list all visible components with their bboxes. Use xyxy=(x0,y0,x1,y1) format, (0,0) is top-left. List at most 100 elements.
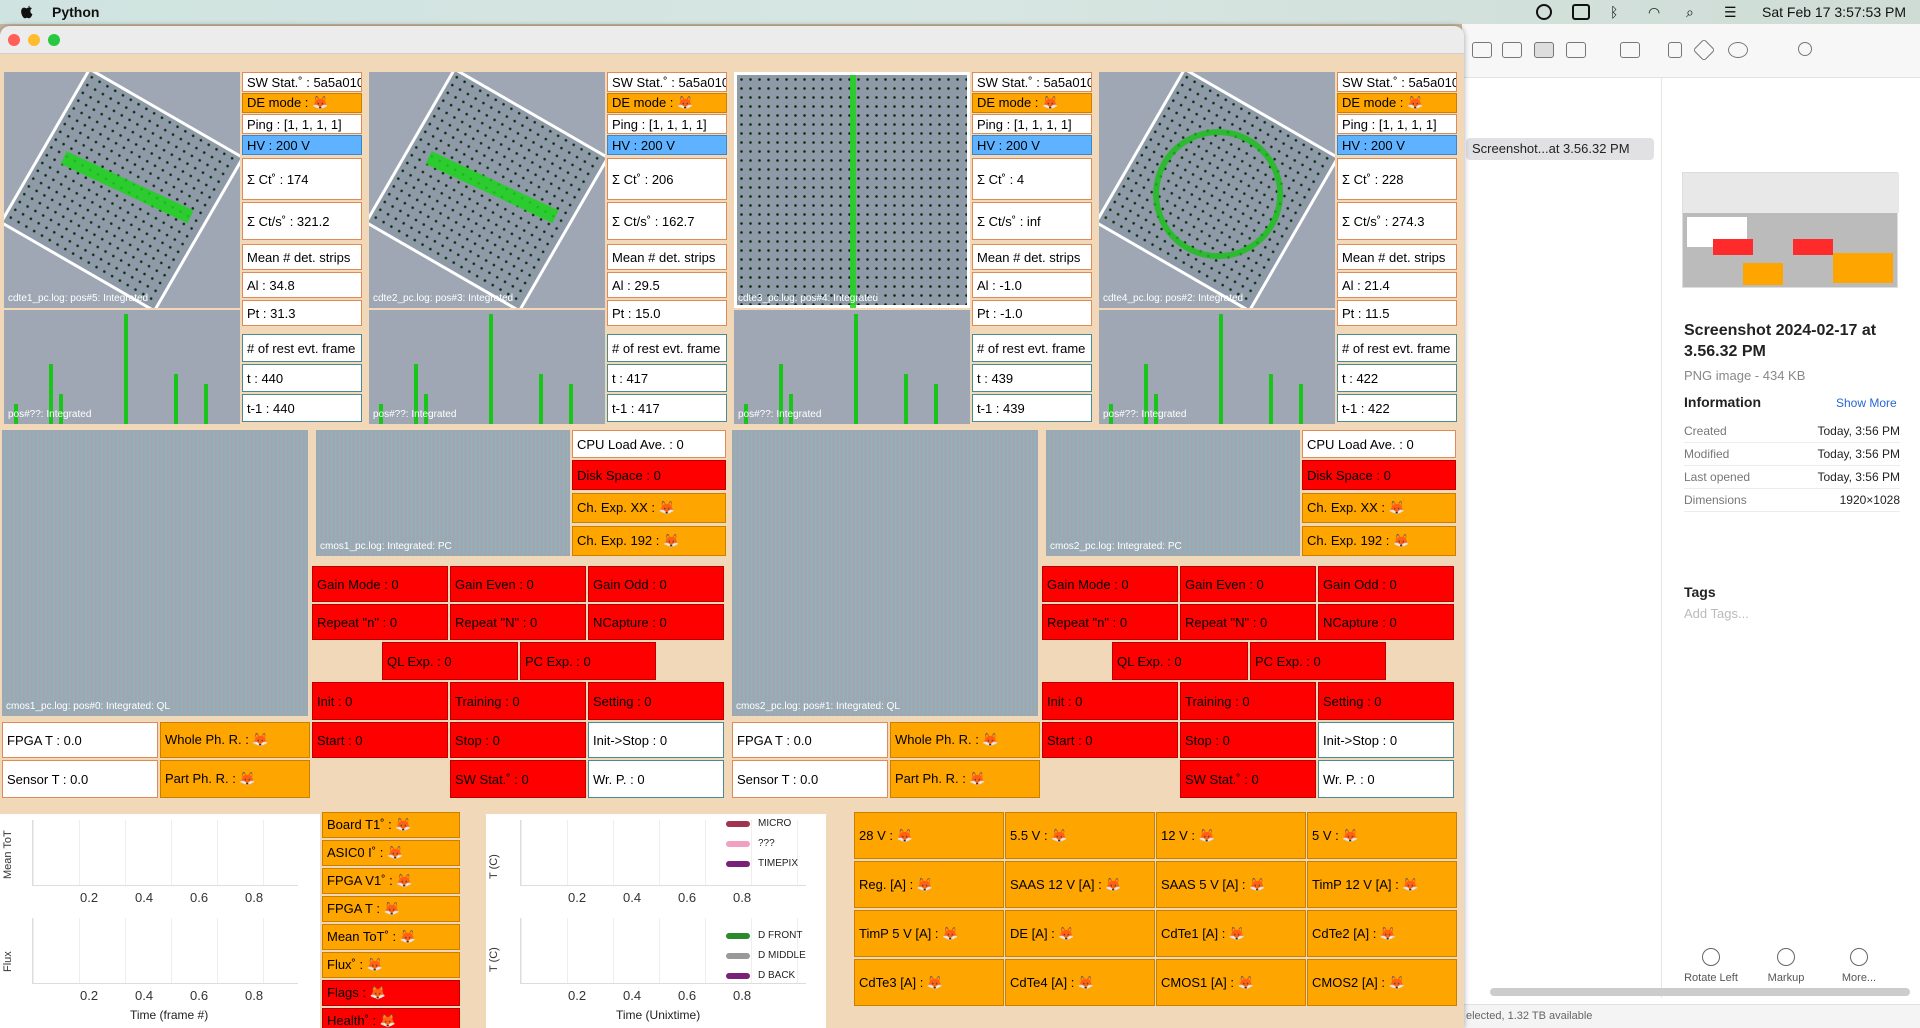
rest-event-frame: # of rest evt. frame xyxy=(242,334,362,362)
tag-icon[interactable] xyxy=(1692,38,1716,62)
timepix-chart-1[interactable]: 0.2 0.4 0.6 0.8 Flux Time (frame #) xyxy=(0,912,320,1028)
timepix-chart-3[interactable]: 0.2 0.4 0.6 0.8 T (C) Time (Unixtime) D FRONT D… xyxy=(486,912,826,1028)
legend-label: ??? xyxy=(758,838,775,849)
selected-file-item[interactable]: Screenshot...at 3.56.32 PM xyxy=(1466,138,1654,160)
plot-label: cdte4_pc.log: pos#2: Integrated xyxy=(1103,293,1244,304)
count-rate: Σ Ct/s˚ : inf xyxy=(972,202,1092,240)
rest-event-frame: # of rest evt. frame xyxy=(607,334,727,362)
column-view-icon[interactable] xyxy=(1534,42,1554,58)
legend-label: D BACK xyxy=(758,970,796,981)
hv: HV : 200 V xyxy=(972,135,1092,155)
ch-exp-192: Ch. Exp. 192 : 🦊 xyxy=(1302,526,1456,556)
timepix-chart-2[interactable]: 0.2 0.4 0.6 0.8 T (C) MICRO??? TIMEPIX xyxy=(486,814,826,918)
spectrum-peak xyxy=(789,394,793,424)
plot-label: cmos1_pc.log: pos#0: Integrated: QL xyxy=(6,701,170,712)
more-button[interactable]: More... xyxy=(1824,948,1894,984)
icon-view-icon[interactable] xyxy=(1472,42,1492,58)
mean-det-strips: Mean # det. strips xyxy=(1337,244,1457,270)
cdte-image-plot[interactable]: cdte2_pc.log: pos#3: Integrated xyxy=(369,72,605,308)
minimize-button[interactable] xyxy=(28,34,40,46)
write-pointer: Wr. P. : 0 xyxy=(588,760,724,798)
timepix-status: Health˚ : 🦊 xyxy=(322,1008,460,1028)
ncapture: NCapture : 0 xyxy=(588,604,724,640)
cmos-pc-plot[interactable]: cmos1_pc.log: Integrated: PC xyxy=(316,430,570,556)
cmos-ql-plot[interactable]: cmos2_pc.log: pos#1: Integrated: QL xyxy=(732,430,1038,716)
x-tick-label: 0.2 xyxy=(80,890,99,905)
file-title: Screenshot 2024-02-17 at 3.56.32 PM xyxy=(1684,322,1877,360)
gain-mode: Gain Mode : 0 xyxy=(312,566,448,602)
horizontal-scrollbar[interactable] xyxy=(1490,988,1910,996)
whole-photon-rate: Whole Ph. R. : 🦊 xyxy=(890,722,1040,758)
more-icon xyxy=(1850,948,1868,966)
disk-space: Disk Space : 0 xyxy=(1302,460,1456,490)
share-icon[interactable] xyxy=(1668,42,1682,58)
sensor-temperature: Sensor T : 0.0 xyxy=(732,760,888,798)
info-value: Today, 3:56 PM xyxy=(1817,424,1901,438)
rotate-left-button[interactable]: Rotate Left xyxy=(1676,948,1746,984)
show-more-link[interactable]: Show More xyxy=(1836,396,1897,410)
spectrum-peak xyxy=(539,374,543,424)
training: Training : 0 xyxy=(1180,682,1316,720)
spectrum-peak xyxy=(1269,374,1273,424)
y-axis-label: T (C) xyxy=(488,854,500,879)
search-icon[interactable]: ⌕ xyxy=(1686,4,1694,20)
action-label: Rotate Left xyxy=(1684,972,1738,984)
finder-search-icon[interactable] xyxy=(1798,42,1812,56)
cmos-pc-plot[interactable]: cmos2_pc.log: Integrated: PC xyxy=(1046,430,1300,556)
repeat-n: Repeat "n" : 0 xyxy=(312,604,448,640)
python-window: cdte1_pc.log: pos#5: Integrated pos#??: I… xyxy=(0,26,1464,1028)
cdte-spectrum-plot[interactable]: pos#??: Integrated xyxy=(4,310,240,424)
spectrum-peak xyxy=(379,404,383,424)
cdte-image-plot[interactable]: cdte1_pc.log: pos#5: Integrated xyxy=(4,72,240,308)
ping: Ping : [1, 1, 1, 1] xyxy=(607,114,727,134)
init: Init : 0 xyxy=(312,682,448,720)
power-cell: 28 V : 🦊 xyxy=(854,812,1004,859)
x-tick-label: 0.8 xyxy=(245,890,264,905)
list-view-icon[interactable] xyxy=(1502,42,1522,58)
wifi-icon[interactable]: ◠ xyxy=(1648,4,1661,20)
legend-marker xyxy=(726,972,750,979)
cdte-spectrum-plot[interactable]: pos#??: Integrated xyxy=(1099,310,1335,424)
cdte-spectrum-plot[interactable]: pos#??: Integrated xyxy=(369,310,605,424)
power-cell: SAAS 12 V [A] : 🦊 xyxy=(1005,861,1155,908)
bluetooth-icon[interactable]: ᛒ xyxy=(1610,4,1619,20)
timepix-chart-0[interactable]: 0.2 0.4 0.6 0.8 Mean ToT xyxy=(0,814,320,918)
file-preview-thumbnail[interactable] xyxy=(1682,172,1899,288)
legend-marker xyxy=(726,932,750,939)
finder-window: Screenshot...at 3.56.32 PM Screenshot 20… xyxy=(1462,24,1920,1028)
app-name[interactable]: Python xyxy=(52,4,100,20)
t-minus-1-value: t-1 : 417 xyxy=(607,394,727,422)
apple-icon[interactable] xyxy=(18,3,36,21)
info-value: Today, 3:56 PM xyxy=(1817,470,1901,484)
legend-label: D FRONT xyxy=(758,930,803,941)
menubar-clock[interactable]: Sat Feb 17 3:57:53 PM xyxy=(1762,4,1906,20)
cmos-ql-plot[interactable]: cmos1_pc.log: pos#0: Integrated: QL xyxy=(2,430,308,716)
spectrum-peak xyxy=(854,314,858,424)
cpu-load: CPU Load Ave. : 0 xyxy=(572,430,726,458)
gallery-view-icon[interactable] xyxy=(1566,42,1586,58)
close-button[interactable] xyxy=(8,34,20,46)
legend-marker xyxy=(726,952,750,959)
cdte-spectrum-plot[interactable]: pos#??: Integrated xyxy=(734,310,970,424)
pt-strips: Pt : 11.5 xyxy=(1337,300,1457,326)
cdte-image-plot[interactable]: cdte3_pc.log: pos#4: Integrated xyxy=(734,72,970,308)
zoom-button[interactable] xyxy=(48,34,60,46)
sw-status: SW Stat.˚ : 5a5a010 xyxy=(972,72,1092,92)
start: Start : 0 xyxy=(312,722,448,758)
spectrum-peak xyxy=(1109,404,1113,424)
hv: HV : 200 V xyxy=(607,135,727,155)
add-tags-field[interactable]: Add Tags... xyxy=(1684,606,1749,621)
finder-toolbar xyxy=(1462,24,1920,78)
power-cell: CMOS2 [A] : 🦊 xyxy=(1307,959,1457,1006)
sync-icon[interactable] xyxy=(1536,4,1553,20)
t-value: t : 439 xyxy=(972,364,1092,392)
init: Init : 0 xyxy=(1042,682,1178,720)
group-icon[interactable] xyxy=(1620,42,1640,58)
more-actions-icon[interactable] xyxy=(1728,42,1748,58)
display-icon[interactable] xyxy=(1572,4,1591,20)
cdte-image-plot[interactable]: cdte4_pc.log: pos#2: Integrated xyxy=(1099,72,1335,308)
control-center-icon[interactable]: ☰ xyxy=(1724,4,1737,20)
training: Training : 0 xyxy=(450,682,586,720)
markup-button[interactable]: Markup xyxy=(1751,948,1821,984)
info-row-created: Created Today, 3:56 PM xyxy=(1684,424,1900,443)
